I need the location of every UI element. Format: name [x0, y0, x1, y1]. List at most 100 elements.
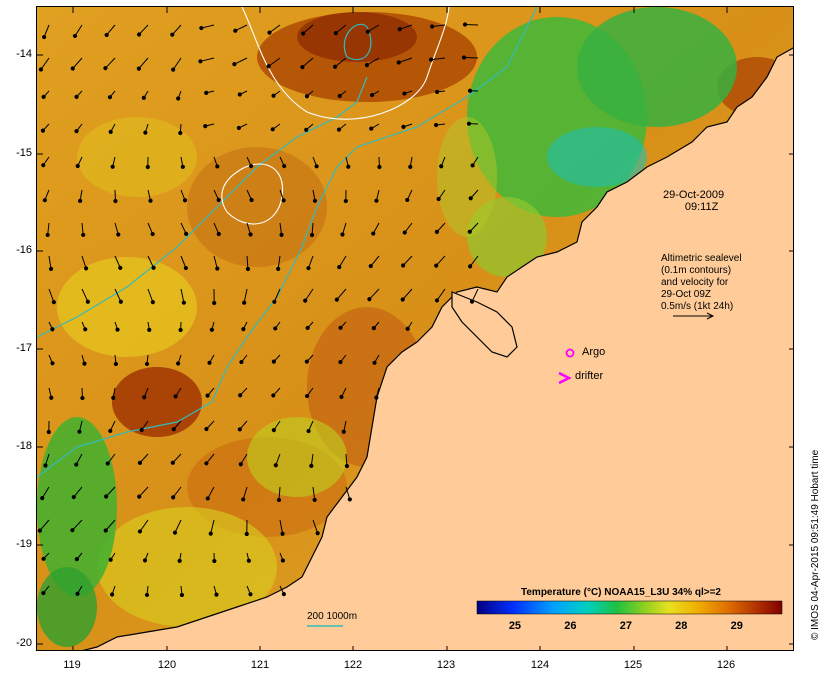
velocity-arrow [81, 288, 89, 302]
velocity-arrow-head [439, 164, 444, 169]
velocity-arrow-head [48, 266, 54, 271]
velocity-arrow-head [300, 65, 305, 70]
velocity-arrow [41, 486, 50, 499]
velocity-arrow-head [279, 232, 284, 237]
velocity-arrow-head [340, 232, 345, 237]
velocity-arrow-head [204, 426, 209, 432]
velocity-arrow-head [41, 163, 46, 168]
velocity-arrow [74, 24, 83, 37]
velocity-arrow-head [428, 57, 434, 62]
velocity-arrow-head [108, 129, 113, 135]
velocity-arrow-head [142, 395, 147, 400]
velocity-arrow-head [118, 299, 123, 304]
velocity-arrow-head [209, 327, 214, 332]
velocity-arrow-head [241, 497, 246, 502]
velocity-arrow-head [151, 265, 156, 270]
velocity-arrow [40, 57, 50, 70]
velocity-arrow-head [147, 327, 152, 333]
velocity-arrow-head [282, 163, 287, 169]
velocity-arrow-head [343, 198, 348, 204]
velocity-arrow-head [249, 164, 254, 169]
velocity-arrow-head [249, 197, 254, 203]
velocity-arrow-head [365, 29, 370, 34]
velocity-arrow [114, 288, 122, 302]
velocity-arrow-head [266, 64, 271, 69]
date-line-2: 09:11Z [684, 201, 719, 213]
velocity-arrow-head [75, 591, 80, 596]
velocity-arrow-head [212, 300, 217, 306]
velocity-arrow [304, 288, 314, 301]
velocity-arrow [213, 255, 218, 269]
velocity-arrow-head [178, 327, 183, 333]
sealevel-contours [221, 7, 450, 225]
velocity-arrow-head [107, 95, 113, 100]
velocity-arrow-head [113, 198, 118, 204]
velocity-arrow-head [304, 127, 309, 132]
lat-label: -14 [16, 48, 32, 60]
velocity-arrow-head [215, 164, 220, 169]
velocity-arrow-head [216, 197, 221, 203]
velocity-arrow-head [364, 63, 370, 68]
velocity-arrow-head [338, 325, 343, 330]
velocity-arrow-head [207, 360, 212, 365]
velocity-arrow-head [338, 359, 343, 365]
velocity-arrow-head [468, 196, 473, 201]
velocity-arrow-head [40, 128, 46, 133]
velocity-arrow [471, 288, 479, 302]
velocity-arrow-head [170, 460, 175, 465]
velocity-arrow [335, 24, 347, 34]
velocity-arrow [201, 24, 215, 29]
velocity-arrow-head [85, 299, 90, 304]
velocity-arrow [72, 57, 83, 69]
velocity-arrow-head [204, 461, 209, 466]
colorbar-tick-label: 25 [508, 620, 522, 632]
velocity-arrow-head [74, 462, 79, 467]
velocity-arrow-head [50, 361, 55, 366]
velocity-arrow-head [108, 428, 113, 434]
velocity-arrow-head [150, 231, 155, 237]
velocity-arrow-head [312, 198, 318, 203]
velocity-arrow-head [276, 497, 282, 503]
velocity-arrow-head [144, 592, 150, 598]
velocity-arrow-head [337, 93, 342, 99]
velocity-arrow-head [408, 164, 413, 169]
velocity-arrow [105, 519, 116, 531]
velocity-arrow [398, 57, 413, 63]
velocity-arrow [369, 288, 380, 300]
velocity-arrow-head [74, 557, 79, 562]
velocity-arrow-head [77, 429, 82, 434]
velocity-arrow [147, 288, 154, 303]
velocity-arrow-head [271, 428, 276, 433]
velocity-arrow-head [118, 265, 123, 270]
velocity-arrow-head [467, 229, 472, 234]
velocity-arrow-head [372, 360, 377, 365]
velocity-arrow-head [433, 122, 439, 128]
velocity-arrow-head [341, 429, 346, 434]
velocity-arrow-head [347, 497, 352, 502]
velocity-arrow-head [339, 394, 344, 400]
velocity-arrow [345, 486, 351, 500]
velocity-arrow [43, 24, 50, 38]
velocity-arrow [246, 255, 249, 270]
velocity-arrow-head [143, 130, 148, 135]
lon-label: 121 [250, 659, 270, 671]
velocity-arrow-head [306, 428, 311, 434]
velocity-arrow [302, 24, 314, 34]
velocity-arrow-head [239, 359, 244, 365]
velocity-arrow-head [179, 592, 185, 598]
velocity-arrow-head [214, 592, 219, 597]
velocity-arrow [48, 288, 55, 303]
velocity-arrow-head [402, 91, 407, 96]
velocity-arrow-head [304, 393, 310, 399]
velocity-arrow [402, 288, 413, 300]
velocity-arrow [243, 288, 248, 303]
velocity-arrow-head [315, 531, 320, 536]
lon-label: 125 [623, 659, 643, 671]
velocity-arrow-head [248, 232, 253, 237]
altimetry-line-2: (0.1m contours) [661, 265, 732, 276]
velocity-arrow-head [74, 94, 79, 99]
velocity-arrow [207, 486, 215, 499]
velocity-arrow [210, 519, 215, 534]
velocity-arrow-head [237, 92, 242, 97]
velocity-arrow [81, 255, 87, 269]
